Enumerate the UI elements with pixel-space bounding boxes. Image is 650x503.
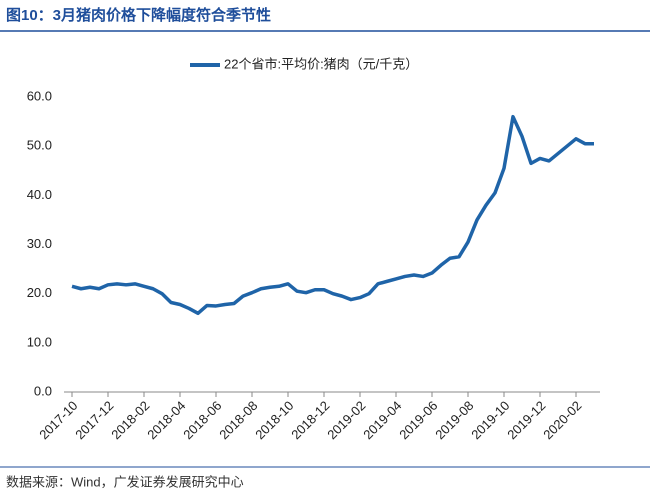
y-tick-label: 40.0	[27, 187, 52, 202]
x-tick-label: 2018-02	[108, 398, 152, 442]
x-tick-label: 2019-10	[468, 398, 512, 442]
x-tick-label: 2019-08	[432, 398, 476, 442]
x-tick-label: 2019-04	[360, 398, 404, 442]
line-series	[71, 114, 594, 316]
chart-title: 图10：3月猪肉价格下降幅度符合季节性	[6, 6, 271, 24]
x-tick-label: 2018-06	[180, 398, 224, 442]
x-tick-label: 2018-12	[288, 398, 332, 442]
source-note: 数据来源：Wind，广发证券发展研究中心	[6, 474, 244, 489]
x-tick-label: 2019-12	[504, 398, 548, 442]
x-tick-label: 2019-06	[396, 398, 440, 442]
x-tick-label: 2020-02	[540, 398, 584, 442]
x-tick-label: 2017-10	[36, 398, 80, 442]
y-tick-label: 30.0	[27, 236, 52, 251]
y-tick-label: 10.0	[27, 334, 52, 349]
y-tick-label: 60.0	[27, 88, 52, 103]
y-tick-label: 50.0	[27, 138, 52, 153]
legend-label: 22个省市:平均价:猪肉（元/千克）	[224, 56, 418, 71]
x-tick-label: 2017-12	[72, 398, 116, 442]
x-tick-label: 2019-02	[324, 398, 368, 442]
y-tick-label: 20.0	[27, 285, 52, 300]
x-tick-label: 2018-10	[252, 398, 296, 442]
x-tick-label: 2018-08	[216, 398, 260, 442]
x-tick-label: 2018-04	[144, 398, 188, 442]
y-tick-label: 0.0	[34, 383, 52, 398]
